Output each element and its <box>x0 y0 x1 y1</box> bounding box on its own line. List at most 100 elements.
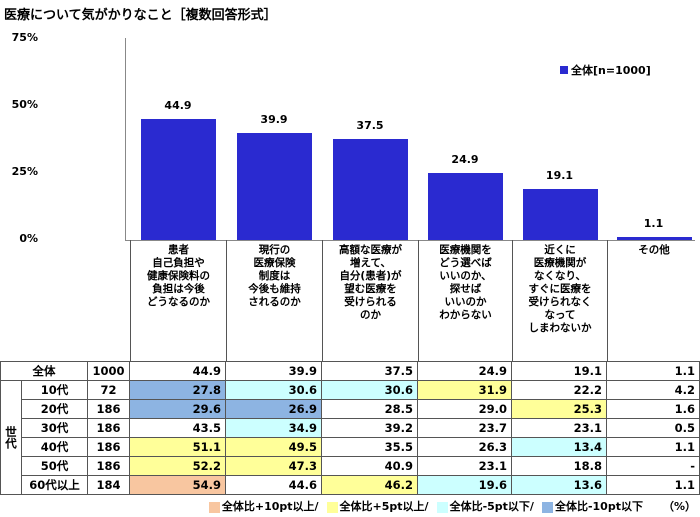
legend-label: 全体比-5pt以下/ <box>449 500 534 513</box>
bar-value-label: 19.1 <box>545 168 574 182</box>
bar <box>333 139 408 240</box>
bar <box>428 172 503 240</box>
value-cell: 51.1 <box>129 437 226 457</box>
value-cell: 28.5 <box>321 399 418 419</box>
bar-value-label: 44.9 <box>164 99 192 113</box>
group-label: 世代 <box>0 380 22 495</box>
table-row: 50代 186 52.2 47.3 40.9 23.1 18.8- <box>1 456 700 476</box>
table-row: 全体 1000 44.9 39.9 37.5 24.9 19.1 1.1 <box>0 361 700 381</box>
y-axis <box>125 38 126 240</box>
value-cell: 23.1 <box>511 418 607 438</box>
highlight-legend: 全体比+10pt以上/全体比+5pt以上/全体比-5pt以下/全体比-10pt以… <box>40 500 696 514</box>
value-cell: 1.1 <box>606 475 700 495</box>
bar-value-label: 37.5 <box>356 119 384 132</box>
category-label: その他 <box>607 240 700 361</box>
value-cell: 47.3 <box>225 456 322 476</box>
category-label: 高額な医療が 増えて、 自分(患者)が 望む医療を 受けられる のか <box>322 240 418 361</box>
table-row: 世代 10代 72 27.8 30.6 30.6 31.9 22.2 4.2 <box>0 380 700 495</box>
y-tick: 25% <box>11 165 38 178</box>
category-label: 近くに 医療機関が なくなり、 すぐに医療を 受けられなく なって しまわないか <box>512 240 607 361</box>
value-cell: 19.6 <box>417 475 512 495</box>
legend-label: 全体比+5pt以上/ <box>339 500 429 513</box>
value-cell: 44.9 <box>129 361 226 381</box>
value-cell: 31.9 <box>417 380 512 400</box>
legend-label: 全体比-10pt以下 <box>554 500 643 513</box>
bar <box>237 132 312 240</box>
value-cell: 23.1 <box>417 456 512 476</box>
data-table: 全体 1000 44.9 39.9 37.5 24.9 19.1 1.1 世代 10代 72 27.8… <box>0 361 700 495</box>
value-cell: 54.9 <box>129 475 226 495</box>
n-cell: 186 <box>87 418 130 438</box>
value-cell: 29.6 <box>129 399 226 419</box>
value-cell: 40.9 <box>321 456 418 476</box>
row-label: 20代 <box>21 399 88 419</box>
n-cell: 72 <box>87 380 130 400</box>
legend-label: 全体比+10pt以上/ <box>221 500 319 513</box>
value-cell: 18.8 <box>511 456 607 476</box>
legend-label: 全体[n=1000] <box>571 64 651 77</box>
row-label: 10代 <box>21 380 88 400</box>
value-cell: 30.6 <box>225 380 322 400</box>
value-cell: 39.9 <box>225 361 322 381</box>
value-cell: 43.5 <box>129 418 226 438</box>
value-cell: 49.5 <box>225 437 322 457</box>
value-cell: 25.3 <box>511 399 607 419</box>
row-label: 全体 <box>0 361 88 381</box>
table-row: 40代 186 51.1 49.5 35.5 26.3 13.4 1.1 <box>1 437 700 457</box>
bar-value-label: 1.1 <box>643 217 664 231</box>
value-cell: 26.3 <box>417 437 512 457</box>
y-tick: 75% <box>11 31 38 44</box>
legend: 全体[n=1000] <box>560 62 651 78</box>
x-axis <box>125 240 695 241</box>
value-cell: 52.2 <box>129 456 226 476</box>
n-cell: 184 <box>87 475 130 495</box>
category-label: 現行の 医療保険 制度は 今後も維持 されるのか <box>226 240 322 361</box>
value-cell: 35.5 <box>321 437 418 457</box>
value-cell: - <box>606 456 700 476</box>
value-cell: 13.4 <box>511 437 607 457</box>
value-cell: 27.8 <box>129 380 226 400</box>
value-cell: 39.2 <box>321 418 418 438</box>
bar <box>141 119 216 240</box>
value-cell: 13.6 <box>511 475 607 495</box>
bar <box>522 188 598 240</box>
value-cell: 19.1 <box>511 361 607 381</box>
unit-label: （%） <box>662 500 696 513</box>
bar-value-label: 39.9 <box>260 112 288 126</box>
legend-swatch <box>541 501 553 513</box>
value-cell: 44.6 <box>225 475 322 495</box>
y-tick: 50% <box>11 98 38 111</box>
value-cell: 0.5 <box>606 418 700 438</box>
legend-swatch <box>436 501 448 513</box>
value-cell: 34.9 <box>225 418 322 438</box>
category-label: 医療機関を どう選べば いいのか、 探せば いいのか わからない <box>418 240 512 361</box>
value-cell: 37.5 <box>321 361 418 381</box>
row-label: 60代以上 <box>21 475 88 495</box>
n-cell: 186 <box>87 437 130 457</box>
bar-value-label: 24.9 <box>451 152 479 166</box>
value-cell: 29.0 <box>417 399 512 419</box>
value-cell: 26.9 <box>225 399 322 419</box>
row-label: 30代 <box>21 418 88 438</box>
row-label: 50代 <box>21 456 88 476</box>
value-cell: 1.6 <box>606 399 700 419</box>
value-cell: 30.6 <box>321 380 418 400</box>
value-cell: 1.1 <box>606 437 700 457</box>
value-cell: 22.2 <box>511 380 607 400</box>
value-cell: 1.1 <box>606 361 700 381</box>
legend-swatch <box>326 501 338 513</box>
n-cell: 1000 <box>87 361 130 381</box>
value-cell: 24.9 <box>417 361 512 381</box>
table-row: 30代 186 43.5 34.9 39.2 23.7 23.1 0.5 <box>1 418 700 438</box>
n-cell: 186 <box>87 456 130 476</box>
legend-swatch <box>208 501 220 513</box>
highlight-legend-items: 全体比+10pt以上/全体比+5pt以上/全体比-5pt以下/全体比-10pt以… <box>203 500 643 514</box>
y-tick: 0% <box>19 232 38 245</box>
chart-title: 医療について気がかりなこと［複数回答形式］ <box>4 8 277 23</box>
category-label: 患者 自己負担や 健康保険料の 負担は今後 どうなるのか <box>130 240 226 361</box>
value-cell: 23.7 <box>417 418 512 438</box>
n-cell: 186 <box>87 399 130 419</box>
table-row: 60代以上 184 54.9 44.6 46.2 19.6 13.6 1.1 <box>1 475 700 495</box>
row-label: 40代 <box>21 437 88 457</box>
